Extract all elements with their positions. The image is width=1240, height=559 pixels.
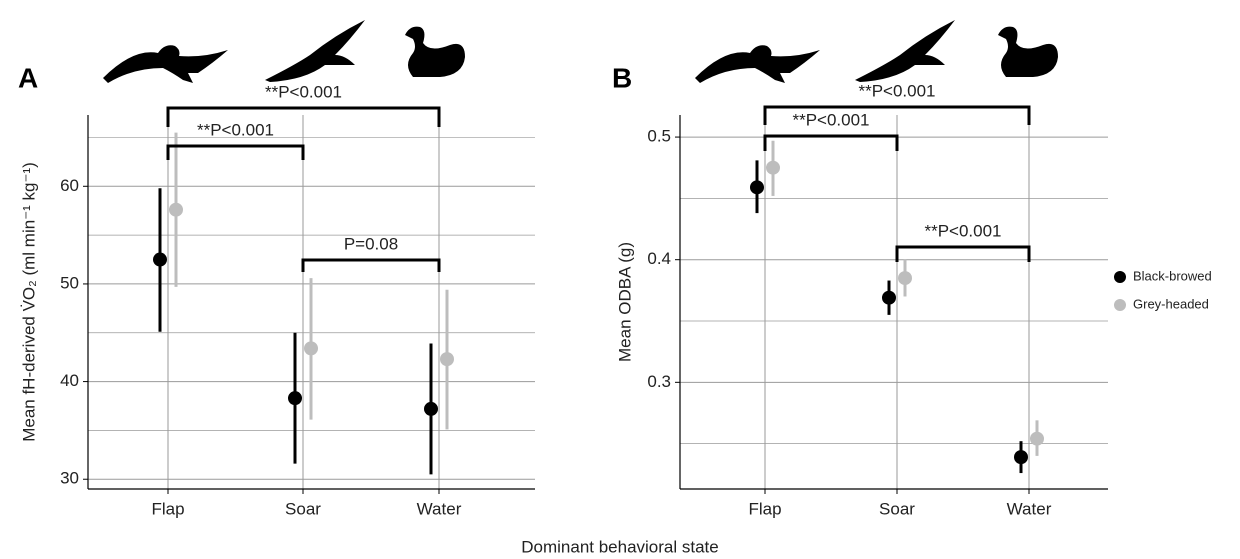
significance-bracket	[763, 105, 1031, 125]
y-tick-label: 0.5	[647, 127, 671, 146]
x-tick-label: Flap	[748, 499, 781, 518]
y-tick-label: 40	[60, 371, 79, 390]
point	[153, 252, 167, 267]
point	[1030, 431, 1044, 446]
y-tick-label: 0.4	[647, 249, 671, 268]
y-tick-label: 30	[60, 469, 79, 488]
x-tick-label: Water	[1007, 499, 1052, 518]
significance-bracket	[166, 106, 441, 127]
point	[882, 290, 896, 305]
significance-label: **P<0.001	[197, 120, 274, 139]
legend-label: Black-browed	[1133, 268, 1212, 283]
point	[750, 180, 764, 195]
point	[1014, 450, 1028, 465]
significance-bracket	[301, 258, 441, 272]
point	[424, 401, 438, 416]
panel-letter: A	[18, 62, 38, 93]
significance-bracket	[166, 144, 305, 160]
x-tick-label: Soar	[879, 499, 915, 518]
x-tick-label: Soar	[285, 499, 321, 518]
y-tick-label: 0.3	[647, 372, 671, 391]
y-axis-label: Mean fH-derived V̇O₂ (ml min⁻¹ kg⁻¹)	[19, 162, 38, 442]
legend-label: Grey-headed	[1133, 296, 1209, 311]
y-tick-label: 60	[60, 176, 79, 195]
point	[288, 391, 302, 406]
point	[169, 202, 183, 217]
significance-label: **P<0.001	[858, 81, 935, 100]
legend-swatch	[1114, 299, 1126, 311]
x-tick-label: Water	[417, 499, 462, 518]
legend-swatch	[1114, 271, 1126, 283]
significance-label: **P<0.001	[924, 221, 1001, 240]
x-axis-label: Dominant behavioral state	[521, 537, 719, 556]
significance-bracket	[763, 134, 899, 151]
significance-label: **P<0.001	[792, 110, 869, 129]
panel-letter: B	[612, 62, 632, 93]
y-tick-label: 50	[60, 273, 79, 292]
significance-label: **P<0.001	[265, 82, 342, 101]
point	[898, 271, 912, 286]
significance-label: P=0.08	[344, 234, 398, 253]
y-axis-label: Mean ODBA (g)	[615, 242, 634, 362]
significance-bracket	[895, 245, 1031, 262]
x-tick-label: Flap	[151, 499, 184, 518]
silhouettes	[103, 20, 1058, 83]
point	[766, 160, 780, 175]
point	[304, 341, 318, 356]
point	[440, 352, 454, 367]
